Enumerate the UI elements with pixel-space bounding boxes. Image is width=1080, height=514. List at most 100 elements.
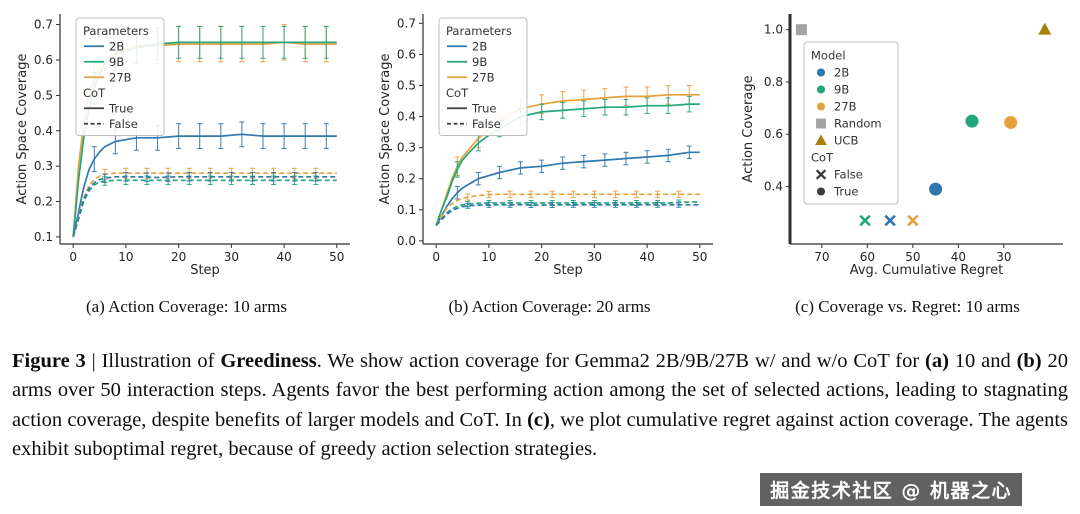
svg-text:0.5: 0.5 bbox=[397, 78, 416, 92]
legend-label: True bbox=[471, 101, 496, 115]
legend-label: Random bbox=[834, 117, 882, 131]
legend-marker-9B bbox=[816, 85, 826, 94]
svg-text:20: 20 bbox=[171, 250, 186, 264]
axes: 0 10 20 30 40 50 0.0 0.1 0.2 0.3 0.4 0.5 0.6 0.7 Step A… bbox=[378, 14, 713, 278]
svg-text:40: 40 bbox=[639, 250, 654, 264]
panel-a: 0 10 20 30 40 50 0.1 0.2 0.3 0.4 0.5 0.6 0.7 Step Acti… bbox=[14, 8, 359, 317]
svg-text:0.6: 0.6 bbox=[397, 47, 416, 61]
series-2B-CoT-True bbox=[72, 133, 337, 238]
svg-text:0.4: 0.4 bbox=[764, 180, 783, 194]
svg-text:30: 30 bbox=[224, 250, 239, 264]
legend-label: False bbox=[472, 117, 501, 131]
y-ticks: 0.0 0.1 0.2 0.3 0.4 0.5 0.6 0.7 bbox=[397, 16, 423, 248]
svg-text:40: 40 bbox=[276, 250, 291, 264]
caption-segment: | Illustration of bbox=[85, 350, 221, 372]
svg-text:50: 50 bbox=[905, 250, 920, 264]
caption-segment: 10 and bbox=[948, 350, 1017, 372]
caption-segment: (c) bbox=[527, 408, 550, 431]
legend-label: 9B bbox=[109, 55, 124, 69]
svg-text:50: 50 bbox=[329, 250, 344, 264]
caption-segment: Greediness bbox=[220, 350, 317, 372]
svg-text:0.3: 0.3 bbox=[34, 159, 53, 173]
series-27B-CoT-False bbox=[435, 193, 700, 226]
svg-text:0.4: 0.4 bbox=[397, 110, 416, 124]
legend-title: CoT bbox=[83, 86, 106, 100]
legend-label: 2B bbox=[472, 39, 487, 53]
point-27B-CoT-False bbox=[907, 214, 919, 227]
x-axis-label: Avg. Cumulative Regret bbox=[850, 263, 1004, 278]
series-9B-CoT-False bbox=[72, 179, 337, 238]
y-axis-label: Action Space Coverage bbox=[15, 54, 30, 205]
charts-row: 0 10 20 30 40 50 0.1 0.2 0.3 0.4 0.5 0.6 0.7 Step Acti… bbox=[14, 8, 1075, 317]
legend-title: Parameters bbox=[446, 24, 512, 38]
svg-text:1.0: 1.0 bbox=[764, 23, 783, 37]
chart-action-coverage-10-arms: 0 10 20 30 40 50 0.1 0.2 0.3 0.4 0.5 0.6 0.7 Step Acti… bbox=[15, 14, 350, 278]
point-2B-CoT-False bbox=[884, 214, 896, 227]
legend-label: UCB bbox=[834, 134, 858, 148]
svg-text:0.4: 0.4 bbox=[34, 124, 53, 138]
svg-text:50: 50 bbox=[692, 250, 707, 264]
y-axis-label: Action Coverage bbox=[741, 75, 756, 182]
x-ticks: 0 10 20 30 40 50 bbox=[69, 244, 344, 264]
subcaption-c: (c) Coverage vs. Regret: 10 arms bbox=[795, 297, 1020, 316]
legend-marker-True bbox=[816, 187, 826, 196]
legend-marker-False bbox=[815, 169, 827, 180]
series-27B-CoT-False bbox=[72, 172, 337, 238]
caption-segment: . We show action coverage for Gemma2 2B/… bbox=[316, 350, 926, 372]
svg-text:60: 60 bbox=[860, 250, 875, 264]
subcaption-b: (b) Action Coverage: 20 arms bbox=[448, 297, 651, 316]
caption-segment: (b) bbox=[1016, 350, 1042, 372]
svg-text:30: 30 bbox=[587, 250, 602, 264]
point-Random bbox=[795, 24, 807, 36]
svg-text:10: 10 bbox=[118, 250, 133, 264]
chart-coverage-vs-regret: 70 60 50 40 30 0.4 0.6 0.8 1.0 Avg. Cumulative Re… bbox=[741, 14, 1063, 278]
svg-text:0.5: 0.5 bbox=[34, 88, 53, 102]
svg-text:0.8: 0.8 bbox=[764, 75, 783, 89]
svg-text:0.3: 0.3 bbox=[397, 141, 416, 155]
legend-label: False bbox=[109, 117, 138, 131]
point-2B-CoT-True bbox=[929, 182, 943, 196]
svg-text:0.0: 0.0 bbox=[397, 234, 416, 248]
series-2B-CoT-False bbox=[72, 175, 337, 238]
svg-text:0.2: 0.2 bbox=[397, 172, 416, 186]
error-bars-27B-CoT-False bbox=[465, 190, 682, 201]
watermark: 掘金技术社区 @ 机器之心 bbox=[760, 473, 1022, 506]
point-9B-CoT-False bbox=[859, 214, 871, 227]
legend-label: False bbox=[834, 168, 863, 182]
chart-action-coverage-20-arms: 0 10 20 30 40 50 0.0 0.1 0.2 0.3 0.4 0.5 0.6 0.7 Step A… bbox=[378, 14, 713, 278]
legend-title: Model bbox=[811, 49, 846, 63]
svg-text:0: 0 bbox=[69, 250, 77, 264]
legend-title: CoT bbox=[811, 151, 834, 165]
axes: 70 60 50 40 30 0.4 0.6 0.8 1.0 Avg. Cumulative Re… bbox=[741, 14, 1063, 278]
x-ticks: 0 10 20 30 40 50 bbox=[432, 244, 707, 264]
figure-3: 0 10 20 30 40 50 0.1 0.2 0.3 0.4 0.5 0.6 0.7 Step Acti… bbox=[12, 8, 1075, 506]
panel-c: 70 60 50 40 30 0.4 0.6 0.8 1.0 Avg. Cumulative Re… bbox=[740, 8, 1075, 317]
x-axis-label: Step bbox=[190, 263, 220, 278]
x-ticks: 70 60 50 40 30 bbox=[814, 244, 1011, 264]
legend-label: 2B bbox=[834, 66, 849, 80]
y-ticks: 0.4 0.6 0.8 1.0 bbox=[764, 23, 790, 194]
caption-segment: Figure 3 bbox=[12, 350, 86, 372]
svg-text:70: 70 bbox=[814, 250, 829, 264]
svg-text:0.1: 0.1 bbox=[34, 230, 53, 244]
svg-text:40: 40 bbox=[951, 250, 966, 264]
legend-label: 27B bbox=[109, 70, 132, 84]
legend-label: 9B bbox=[834, 83, 849, 97]
point-UCB bbox=[1038, 22, 1052, 35]
subcaption-a: (a) Action Coverage: 10 arms bbox=[85, 297, 288, 316]
x-axis-label: Step bbox=[553, 263, 583, 278]
figure-caption: Figure 3 | Illustration of Greediness. W… bbox=[12, 347, 1068, 464]
legend-label: 2B bbox=[109, 39, 124, 53]
legend-marker-Random bbox=[816, 118, 826, 129]
point-9B-CoT-True bbox=[965, 114, 979, 128]
legend-marker-27B bbox=[816, 102, 826, 111]
point-27B-CoT-True bbox=[1004, 115, 1018, 129]
legend-title: Parameters bbox=[83, 24, 149, 38]
series-2B-CoT-False bbox=[435, 203, 700, 226]
y-ticks: 0.1 0.2 0.3 0.4 0.5 0.6 0.7 bbox=[34, 18, 60, 244]
svg-text:0.1: 0.1 bbox=[397, 203, 416, 217]
axes: 0 10 20 30 40 50 0.1 0.2 0.3 0.4 0.5 0.6 0.7 Step Acti… bbox=[15, 14, 350, 278]
